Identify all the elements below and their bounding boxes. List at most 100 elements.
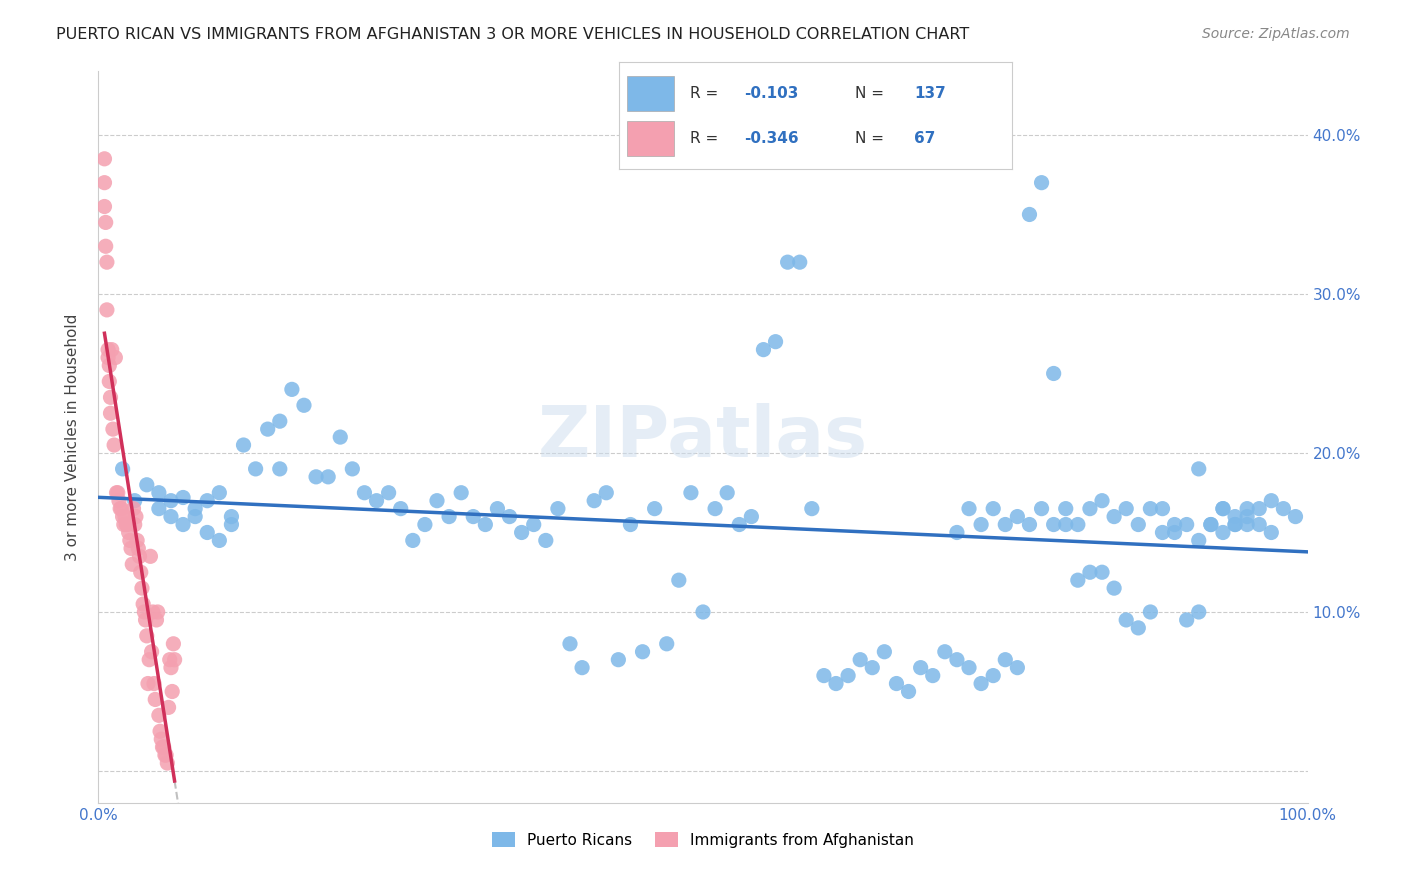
Point [93, 152, 115, 166]
Point [1188, 533, 1211, 548]
Point [93, 200, 115, 214]
Point [377, 485, 399, 500]
Point [160, 684, 183, 698]
Point [107, 485, 129, 500]
Point [134, 605, 156, 619]
Point [957, 501, 980, 516]
Point [269, 462, 291, 476]
Text: ZIPatlas: ZIPatlas [538, 402, 868, 472]
Point [644, 501, 666, 516]
Point [141, 645, 163, 659]
Point [117, 517, 139, 532]
Point [100, 343, 122, 357]
Point [281, 383, 304, 397]
Point [946, 653, 969, 667]
Point [96, 255, 118, 269]
Point [970, 676, 993, 690]
Point [1260, 525, 1282, 540]
Text: -0.103: -0.103 [745, 86, 799, 101]
Point [114, 509, 136, 524]
Point [100, 406, 122, 420]
Point [136, 676, 159, 690]
Point [1018, 207, 1040, 221]
Point [1018, 517, 1040, 532]
Point [184, 509, 207, 524]
Point [160, 509, 183, 524]
Point [1007, 509, 1029, 524]
Point [402, 533, 425, 548]
Point [112, 517, 135, 532]
Point [837, 668, 859, 682]
Point [1115, 501, 1137, 516]
Point [232, 438, 254, 452]
Point [1236, 501, 1258, 516]
Point [1188, 462, 1211, 476]
Y-axis label: 3 or more Vehicles in Household: 3 or more Vehicles in Household [65, 313, 80, 561]
Point [115, 517, 138, 532]
Point [716, 485, 738, 500]
Point [655, 637, 678, 651]
Point [1067, 517, 1090, 532]
Point [994, 517, 1017, 532]
Point [498, 509, 520, 524]
Point [595, 485, 617, 500]
Point [184, 501, 207, 516]
Point [104, 351, 127, 365]
Point [93, 176, 115, 190]
Point [1078, 566, 1101, 580]
Point [1260, 493, 1282, 508]
Point [125, 509, 148, 524]
Point [132, 597, 155, 611]
Point [97, 351, 120, 365]
Point [108, 493, 131, 508]
Point [1152, 525, 1174, 540]
Point [413, 517, 436, 532]
Point [486, 501, 509, 516]
Point [789, 255, 811, 269]
Point [143, 676, 166, 690]
Point [124, 517, 146, 532]
Point [1249, 501, 1271, 516]
Point [163, 653, 186, 667]
Point [910, 660, 932, 674]
Point [813, 668, 835, 682]
Point [152, 740, 174, 755]
Point [437, 509, 460, 524]
FancyBboxPatch shape [627, 77, 673, 111]
Point [150, 732, 173, 747]
Point [195, 525, 218, 540]
FancyBboxPatch shape [627, 121, 673, 155]
Point [129, 566, 152, 580]
Point [94, 239, 117, 253]
Point [583, 493, 606, 508]
Point [148, 501, 170, 516]
Point [897, 684, 920, 698]
Point [994, 653, 1017, 667]
Point [122, 501, 145, 516]
Point [765, 334, 787, 349]
Point [860, 660, 883, 674]
Point [426, 493, 449, 508]
Text: 67: 67 [914, 131, 935, 146]
Point [111, 509, 134, 524]
Point [342, 462, 364, 476]
Point [111, 462, 134, 476]
Point [1223, 517, 1246, 532]
Point [138, 653, 160, 667]
Point [98, 375, 121, 389]
Point [1284, 509, 1306, 524]
Point [160, 660, 183, 674]
Point [1091, 566, 1114, 580]
Point [510, 525, 533, 540]
Point [121, 558, 143, 572]
Point [118, 525, 141, 540]
Point [752, 343, 775, 357]
Text: -0.346: -0.346 [745, 131, 799, 146]
Legend: Puerto Ricans, Immigrants from Afghanistan: Puerto Ricans, Immigrants from Afghanist… [486, 825, 920, 854]
Point [110, 501, 132, 516]
Point [1054, 501, 1077, 516]
Point [94, 215, 117, 229]
Point [98, 359, 121, 373]
Point [105, 485, 128, 500]
Point [1091, 493, 1114, 508]
